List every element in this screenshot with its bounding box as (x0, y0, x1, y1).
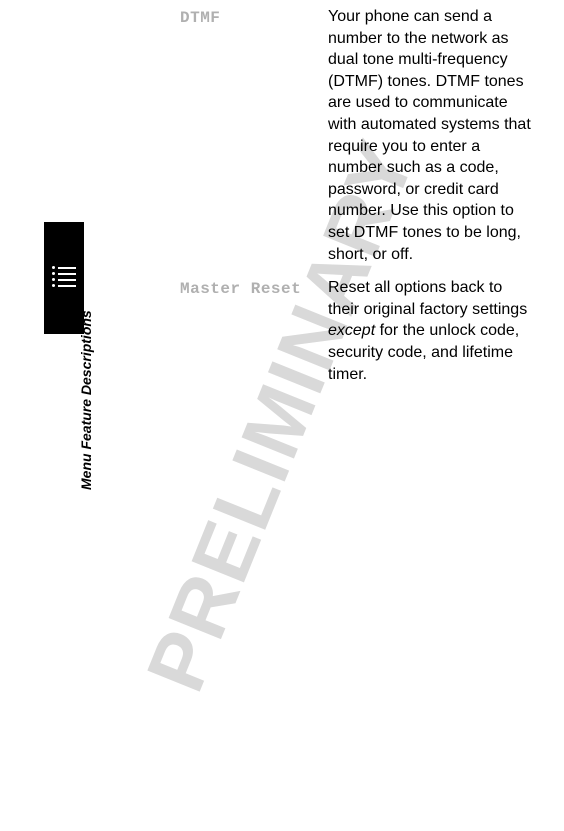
side-section-label: Menu Feature Descriptions (78, 310, 94, 490)
definition-entry: Master Reset Reset all options back to t… (180, 277, 534, 385)
term-label: Master Reset (180, 277, 328, 385)
term-description: Reset all options back to their original… (328, 277, 534, 385)
list-icon (52, 263, 76, 293)
definition-list: DTMF Your phone can send a number to the… (180, 6, 534, 397)
term-label: DTMF (180, 6, 328, 265)
term-description: Your phone can send a number to the netw… (328, 6, 534, 265)
definition-entry: DTMF Your phone can send a number to the… (180, 6, 534, 265)
